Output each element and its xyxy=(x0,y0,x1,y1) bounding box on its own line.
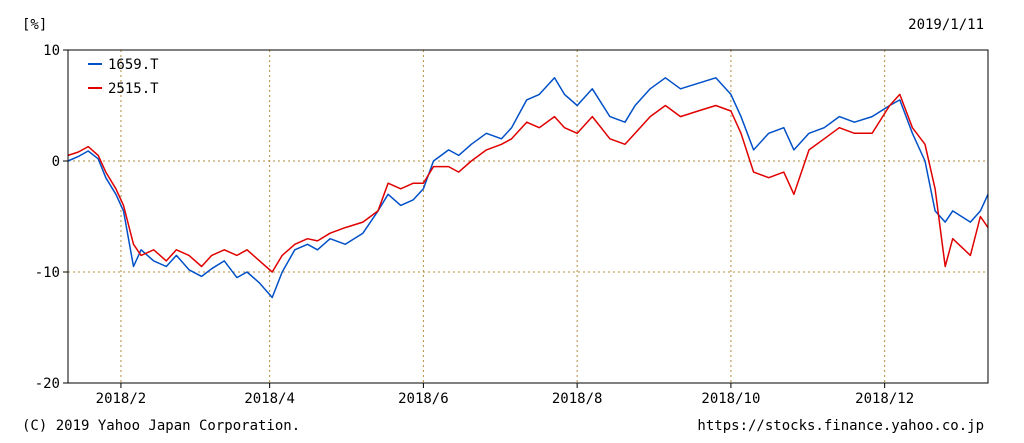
series-line-2515-T xyxy=(67,93,989,273)
y-tick-label: -20 xyxy=(35,376,60,392)
y-tick-label: 10 xyxy=(43,43,60,59)
x-tick-label: 2018/6 xyxy=(398,391,449,407)
y-unit-label: [%] xyxy=(22,17,47,33)
series-lines xyxy=(67,77,989,299)
y-tick-label: -10 xyxy=(35,265,60,281)
plot-frame xyxy=(67,49,989,384)
x-tick-label: 2018/10 xyxy=(701,391,760,407)
source-url: https://stocks.finance.yahoo.co.jp xyxy=(697,418,984,434)
x-tick-label: 2018/2 xyxy=(96,391,147,407)
legend-label: 1659.T xyxy=(108,57,159,73)
y-tick-label: 0 xyxy=(52,154,60,170)
copyright-text: (C) 2019 Yahoo Japan Corporation. xyxy=(22,418,300,434)
x-axis-ticks: 2018/2 2018/4 2018/6 2018/8 2018/10 2018/12 xyxy=(96,383,914,407)
legend-label: 2515.T xyxy=(108,81,159,97)
x-tick-label: 2018/4 xyxy=(244,391,295,407)
grid-lines xyxy=(68,50,988,383)
legend: 1659.T 2515.T xyxy=(88,57,159,97)
x-tick-label: 2018/8 xyxy=(552,391,603,407)
x-tick-label: 2018/12 xyxy=(855,391,914,407)
as-of-date: 2019/1/11 xyxy=(908,17,984,33)
y-axis-ticks: 10 0 -10 -20 xyxy=(35,43,68,392)
series-line-1659-T xyxy=(67,77,989,299)
